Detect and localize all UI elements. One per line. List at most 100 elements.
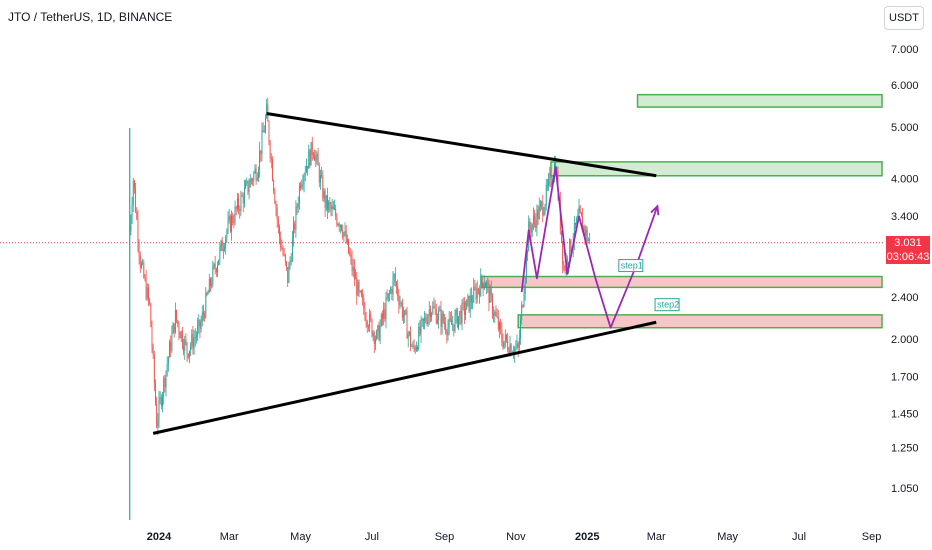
candle-body xyxy=(508,349,510,355)
candle-body xyxy=(254,168,256,174)
candle-body xyxy=(311,142,313,155)
candle-body xyxy=(585,229,587,236)
candle-body xyxy=(180,331,182,339)
candle-body xyxy=(391,288,393,295)
candle-body xyxy=(200,321,202,329)
candle-body xyxy=(224,247,225,250)
y-tick-label: 6.000 xyxy=(891,80,919,92)
candle-body xyxy=(133,180,135,190)
candle-body xyxy=(204,314,206,318)
candle-body xyxy=(176,310,177,321)
x-tick-label: Jul xyxy=(365,531,379,543)
candle-body xyxy=(240,195,242,211)
candle-body xyxy=(152,346,154,355)
candle-body xyxy=(332,206,334,210)
candle-body xyxy=(288,264,290,283)
candle-body xyxy=(434,307,436,310)
candle-body xyxy=(428,309,430,316)
candle-body xyxy=(205,293,207,318)
candle-body xyxy=(169,341,170,358)
y-tick-label: 7.000 xyxy=(891,44,919,56)
candle-body xyxy=(383,309,385,319)
candle-body xyxy=(281,247,283,250)
candle-body xyxy=(346,239,348,243)
candle-body xyxy=(589,239,591,241)
candle-body xyxy=(486,282,488,287)
candle-body xyxy=(289,260,291,265)
candle-body xyxy=(438,311,440,320)
green-zone xyxy=(550,161,883,177)
candle-body xyxy=(370,313,372,320)
candle-body xyxy=(130,218,132,231)
candle-body xyxy=(548,177,550,186)
candle-body xyxy=(144,277,146,279)
candle-body xyxy=(184,339,186,352)
candle-body xyxy=(522,305,524,307)
candle-body xyxy=(286,261,287,267)
candle-body xyxy=(339,225,341,228)
candle-body xyxy=(387,293,389,299)
candle-body xyxy=(301,184,303,188)
candle-body xyxy=(337,224,339,226)
candle-body xyxy=(300,185,302,188)
candle-body xyxy=(584,226,586,236)
candle-body xyxy=(373,332,375,344)
candle-body xyxy=(385,297,387,320)
candle-body xyxy=(253,173,255,181)
candle-body xyxy=(148,287,149,299)
candle-body xyxy=(249,179,251,188)
candle-body xyxy=(432,306,434,314)
candle-body xyxy=(379,325,381,341)
candle-body xyxy=(279,226,280,237)
candle-body xyxy=(404,310,406,316)
candle-body xyxy=(545,184,547,205)
candle-body xyxy=(309,150,311,166)
candle-body xyxy=(256,177,258,181)
candle-body xyxy=(220,240,222,248)
candle-body xyxy=(497,317,499,330)
candle-body xyxy=(377,325,379,332)
candle-body xyxy=(470,295,472,303)
candle-body xyxy=(563,264,565,270)
candle-body xyxy=(219,247,221,260)
candle-body xyxy=(149,298,151,304)
candle-body xyxy=(418,326,420,350)
candle-body xyxy=(539,203,541,206)
candle-body xyxy=(356,277,358,296)
candle-body xyxy=(327,195,328,210)
candle-body xyxy=(396,282,397,286)
candle-body xyxy=(369,313,371,328)
candle-body xyxy=(541,202,543,204)
candle-body xyxy=(378,325,380,341)
y-tick-label: 3.400 xyxy=(891,211,919,223)
lower-trendline xyxy=(152,320,657,435)
candle-body xyxy=(510,344,512,355)
candle-body xyxy=(445,324,447,332)
candle-body xyxy=(316,154,318,157)
candle-body xyxy=(203,312,204,315)
candle-body xyxy=(213,264,215,267)
candle-body xyxy=(419,326,421,334)
candle-body xyxy=(228,216,230,220)
candle-body xyxy=(296,206,298,208)
candle-body xyxy=(268,121,270,143)
candle-body xyxy=(529,221,531,229)
candle-body xyxy=(343,232,345,237)
candle-body xyxy=(389,292,390,294)
candle-body xyxy=(233,222,235,224)
candle-body xyxy=(179,332,181,339)
x-tick-label: 2025 xyxy=(575,531,599,543)
candle-body xyxy=(424,317,426,321)
candle-body xyxy=(384,309,386,320)
candle-body xyxy=(181,331,183,346)
candle-body xyxy=(394,274,396,283)
y-tick-label: 2.000 xyxy=(891,334,919,346)
x-tick-label: Sep xyxy=(862,531,882,543)
candle-body xyxy=(252,180,254,181)
candle-body xyxy=(509,344,511,355)
candle-body xyxy=(480,275,482,297)
candle-body xyxy=(492,295,493,315)
candle-body xyxy=(576,217,578,225)
currency-button[interactable]: USDT xyxy=(884,6,924,30)
